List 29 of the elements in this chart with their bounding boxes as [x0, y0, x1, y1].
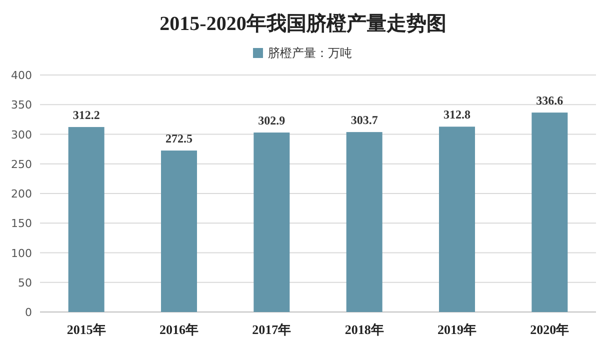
bar: [532, 112, 568, 312]
y-tick-label: 400: [11, 69, 32, 82]
x-tick-label: 2020年: [530, 322, 570, 337]
x-tick-label: 2015年: [66, 322, 106, 337]
y-tick-label: 200: [11, 188, 32, 200]
data-label: 336.6: [536, 94, 564, 108]
y-tick-label: 250: [11, 158, 32, 171]
y-tick-label: 0: [25, 306, 32, 319]
bar: [439, 126, 475, 312]
y-tick-label: 300: [11, 128, 32, 142]
chart-title: 2015-2020年我国脐橙产量走势图: [160, 12, 446, 35]
data-label: 302.9: [258, 114, 286, 128]
x-tick-label: 2017年: [252, 322, 292, 337]
y-tick-label: 150: [11, 217, 32, 230]
data-label: 312.2: [72, 108, 100, 122]
bar: [346, 132, 382, 312]
x-tick-label: 2019年: [438, 322, 476, 337]
bar: [161, 150, 197, 312]
legend-label: 脐橙产量：万吨: [268, 46, 352, 60]
x-tick-label: 2016年: [160, 322, 198, 337]
data-label: 303.7: [350, 113, 378, 128]
y-tick-label: 50: [18, 276, 32, 290]
bar: [68, 127, 104, 312]
data-label: 272.5: [166, 132, 192, 146]
y-tick-label: 350: [11, 98, 32, 112]
x-tick-label: 2018年: [344, 322, 384, 337]
bar: [254, 132, 290, 312]
data-label: 312.8: [444, 108, 470, 122]
y-tick-label: 100: [11, 246, 32, 260]
